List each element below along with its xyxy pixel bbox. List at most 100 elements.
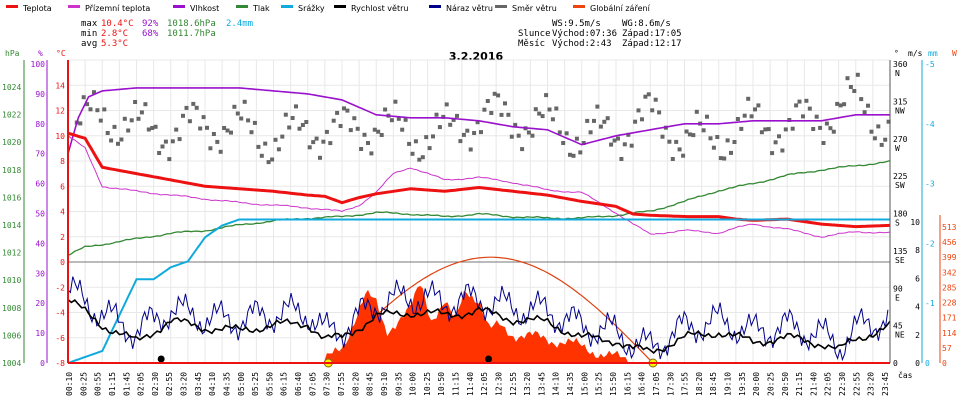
legend-swatch [281, 5, 293, 8]
stat-value: 2.8°C [101, 29, 128, 39]
x-tick-label: 07:55 [337, 372, 346, 396]
series-wind-direction-point [270, 157, 275, 162]
stat-value: Východ:2:43 [552, 39, 612, 49]
legend-swatch [573, 5, 585, 8]
x-tick-label: 16:15 [623, 372, 632, 396]
series-wind-direction-point [229, 130, 233, 135]
series-wind-direction-point [163, 139, 168, 144]
x-tick-label: 00:55 [94, 372, 103, 396]
radiation-tick-label: 456 [942, 238, 957, 247]
series-wind-direction-point [92, 90, 96, 95]
series-wind-direction-point [222, 126, 227, 130]
wind-tick-label: 10 [910, 218, 920, 227]
series-wind-direction-point [355, 126, 360, 131]
x-tick-label: 18:20 [695, 372, 704, 396]
series-wind-direction-point [150, 126, 155, 130]
series-wind-direction-point [263, 141, 268, 146]
radiation-tick-label: 228 [942, 299, 957, 308]
series-wind-direction-point [403, 117, 408, 122]
x-tick-label: 02:05 [137, 372, 146, 396]
series-wind-direction-point [383, 107, 388, 112]
pressure-tick-label: 1004 [2, 359, 21, 368]
legend-label: Náraz větru [446, 4, 493, 13]
x-tick-label: 10:25 [423, 372, 432, 396]
series-wind-direction-point [126, 128, 131, 133]
x-tick-label: 02:55 [165, 372, 174, 396]
series-wind-direction-point [588, 130, 593, 135]
x-tick-label: 22:30 [838, 372, 847, 396]
x-tick-label: 12:30 [495, 372, 504, 396]
humidity-tick-label: 0 [40, 359, 45, 368]
series-wind-direction-point [458, 139, 463, 144]
series-wind-direction-point [842, 102, 847, 107]
series-wind-direction-point [715, 135, 720, 139]
series-wind-direction-point [705, 114, 709, 119]
series-wind-direction-point [650, 108, 655, 113]
humidity-tick-label: 70 [35, 150, 45, 159]
series-wind-direction-point [451, 117, 456, 122]
pressure-tick-label: 1020 [2, 138, 21, 147]
series-wind-direction-point [311, 140, 316, 145]
series-wind-direction-point [657, 110, 662, 115]
direction-tick-label: 225 [893, 172, 908, 181]
x-tick-label: 10:50 [437, 372, 446, 396]
series-wind-direction-point [400, 127, 405, 132]
series-wind-direction-point [605, 116, 610, 121]
series-wind-direction-point [585, 118, 590, 123]
humidity-tick-label: 90 [35, 90, 45, 99]
stat-value: Slunce [518, 29, 551, 39]
pressure-tick-label: 1012 [2, 249, 21, 258]
humidity-tick-label: 10 [35, 329, 45, 338]
x-tick-label: 06:15 [280, 372, 289, 396]
series-wind-direction-point [246, 118, 251, 123]
temperature-tick-label: 10 [55, 132, 65, 141]
direction-tick-label: 180 [893, 210, 908, 219]
series-wind-direction-point [396, 116, 401, 121]
series-wind-direction-point [489, 111, 494, 115]
series-wind-direction-point [509, 134, 514, 139]
series-wind-direction-point [814, 114, 819, 119]
x-tick-label: 06:40 [294, 372, 303, 396]
series-wind-direction-point [520, 147, 525, 152]
series-wind-direction-point [300, 123, 305, 127]
series-wind-direction-point [461, 132, 466, 137]
series-wind-direction-point [554, 106, 559, 111]
series-wind-direction-point [427, 146, 432, 151]
direction-tick-label: 315 [893, 97, 908, 106]
series-wind-direction-point [866, 103, 870, 108]
series-wind-direction-point [78, 121, 83, 126]
series-wind-direction-point [801, 114, 805, 119]
pressure-tick-label: 1008 [2, 304, 21, 313]
series-wind-direction-point [181, 113, 185, 118]
series-wind-direction-point [681, 153, 686, 158]
series-wind-direction-point [468, 147, 473, 152]
series-wind-direction-point [859, 97, 864, 102]
direction-name-label: N [895, 69, 900, 78]
series-wind-direction-point [526, 130, 531, 135]
series-wind-direction-point [818, 125, 823, 130]
direction-name-label: NW [895, 106, 905, 115]
stat-value: WS:9.5m/s [552, 19, 601, 29]
series-wind-direction-point [105, 131, 110, 135]
stat-value: max [81, 19, 98, 29]
series-wind-direction-point [352, 116, 357, 121]
legend-label: Rychlost větru [351, 4, 408, 13]
x-tick-label: 14:10 [552, 372, 561, 396]
series-wind-direction-point [376, 129, 381, 134]
x-tick-label: 09:35 [394, 372, 403, 396]
series-wind-direction-point [441, 114, 446, 119]
series-wind-direction-point [540, 114, 545, 119]
series-wind-direction-point [550, 117, 555, 122]
series-wind-direction-point [88, 107, 93, 112]
x-tick-label: 22:55 [852, 372, 861, 396]
stat-value: Východ:07:36 [552, 29, 617, 39]
series-wind-direction-point [485, 99, 490, 103]
series-wind-direction-point [434, 112, 439, 117]
legend-label: Tlak [252, 4, 270, 13]
humidity-tick-label: 30 [35, 269, 45, 278]
series-wind-direction-point [136, 116, 141, 121]
series-wind-direction-point [205, 125, 209, 130]
series-wind-direction-point [119, 137, 124, 142]
series-wind-direction-point [211, 132, 216, 136]
series-wind-direction-point [256, 144, 261, 149]
